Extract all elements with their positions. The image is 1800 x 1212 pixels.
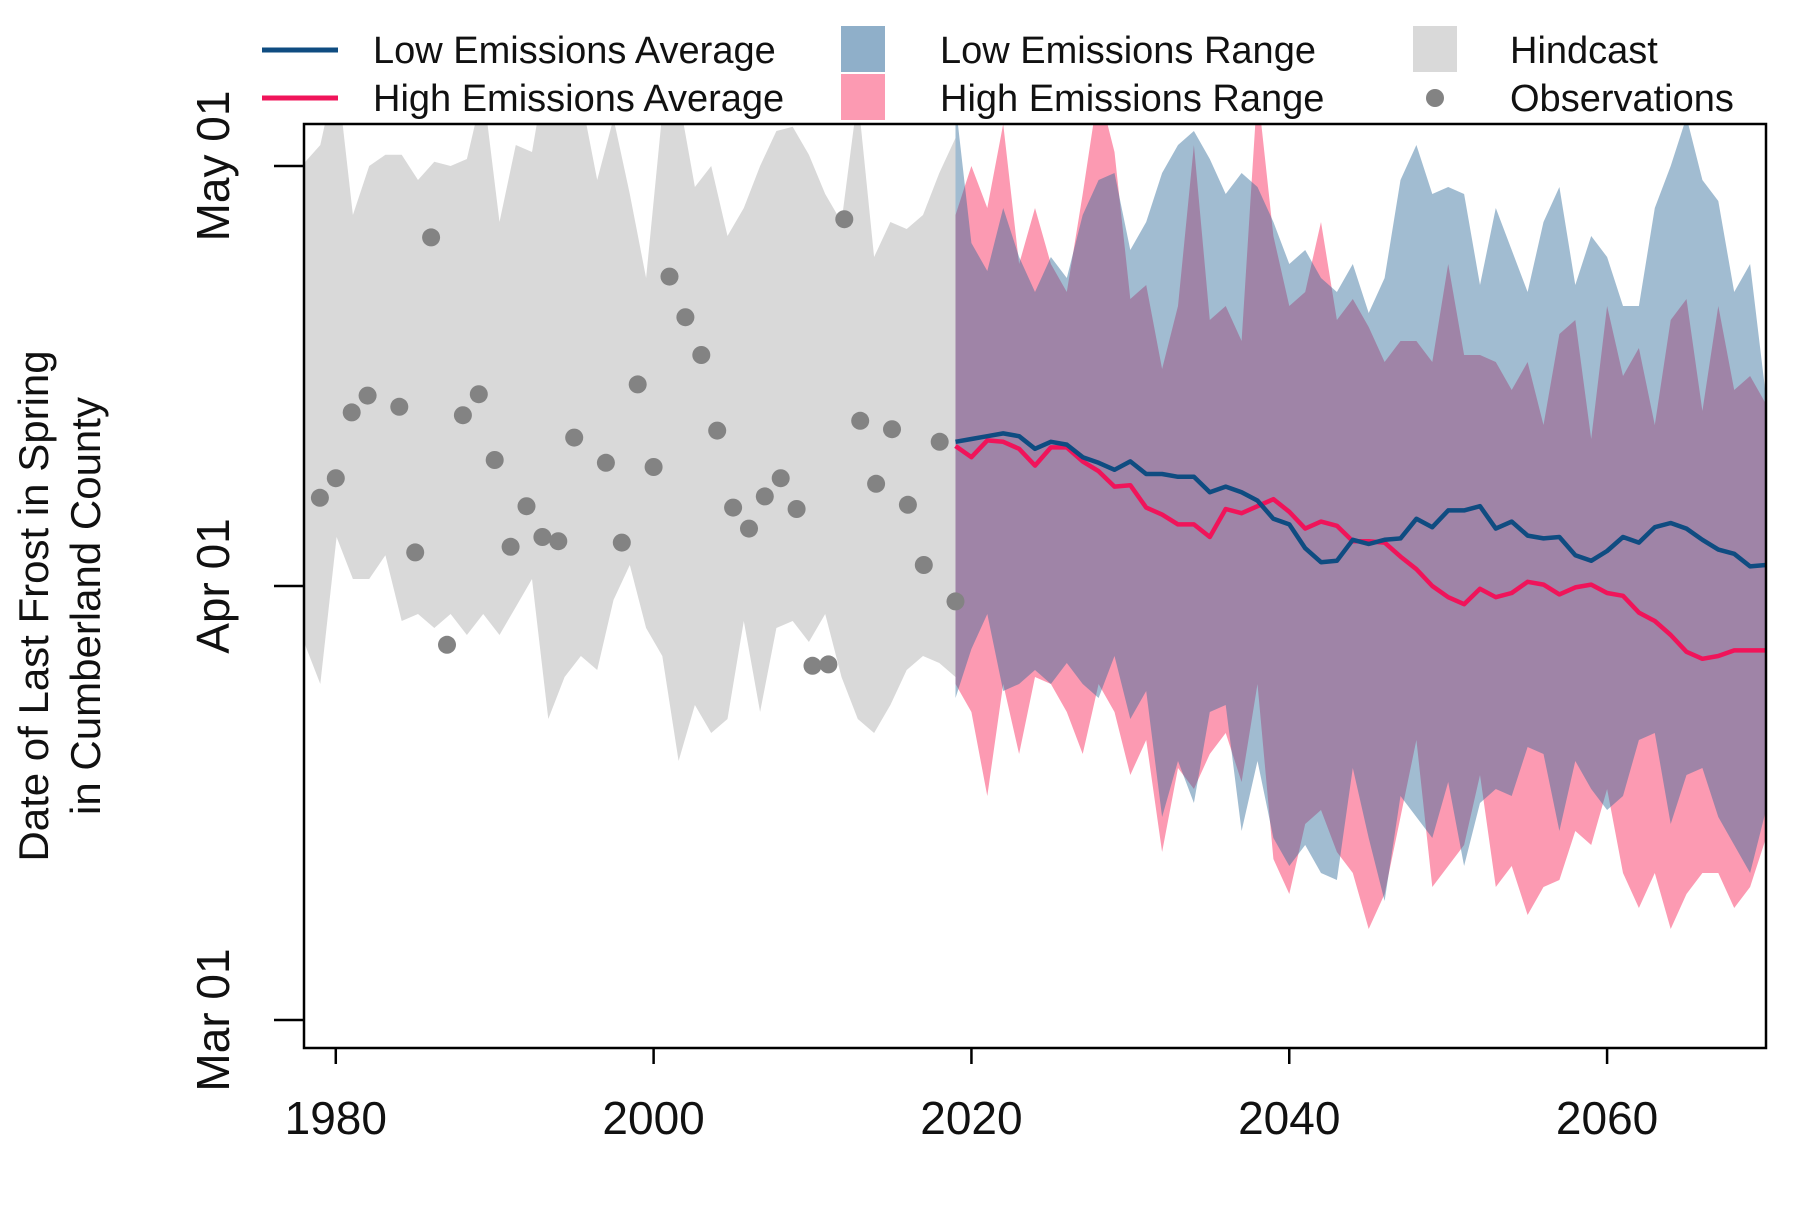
observation-point — [612, 533, 631, 552]
observation-point — [406, 543, 425, 562]
legend-label: High Emissions Average — [373, 78, 784, 120]
x-tick-label: 2040 — [1238, 1092, 1340, 1144]
observation-point — [724, 498, 743, 517]
observation-point — [946, 592, 965, 611]
range-areas — [304, 124, 1766, 929]
observation-point — [358, 386, 377, 405]
observation-point — [898, 495, 917, 514]
legend-item: Observations — [1426, 78, 1734, 120]
observation-point — [692, 346, 711, 364]
y-tick-label: Apr 01 — [187, 518, 239, 654]
legend-label: High Emissions Range — [940, 78, 1324, 120]
observation-point — [453, 406, 472, 425]
observation-points — [310, 210, 965, 675]
observation-point — [803, 656, 822, 675]
y-tick-label: Mar 01 — [187, 948, 239, 1091]
legend-item: High Emissions Average — [262, 78, 784, 120]
observation-point — [914, 556, 933, 574]
observation-point — [565, 428, 584, 447]
observation-point — [835, 210, 854, 229]
legend-label: Hindcast — [1510, 30, 1658, 72]
low-emissions-average-line — [955, 431, 1766, 569]
x-tick-label: 2060 — [1556, 1092, 1658, 1144]
observation-point — [533, 528, 552, 546]
legend-point-swatch — [1426, 89, 1444, 107]
observation-point — [708, 421, 727, 440]
legend-item: Low Emissions Range — [841, 26, 1316, 72]
observation-point — [438, 635, 456, 654]
observation-point — [501, 537, 520, 556]
observation-point — [867, 474, 886, 493]
observation-point — [755, 487, 774, 506]
observation-point — [740, 519, 758, 538]
y-tick-label: May 01 — [187, 91, 239, 242]
legend: Low Emissions Average High Emissions Aver… — [262, 26, 1734, 120]
legend-item: Low Emissions Average — [262, 30, 776, 72]
observation-point — [771, 469, 790, 488]
observation-point — [517, 497, 536, 516]
legend-box-swatch — [1413, 26, 1457, 72]
observation-point — [930, 432, 949, 451]
observation-point — [851, 411, 870, 430]
legend-label: Low Emissions Average — [373, 30, 776, 72]
observation-point — [660, 267, 679, 286]
legend-box-swatch — [841, 26, 885, 72]
high-emissions-range-area — [955, 124, 1766, 929]
observation-point — [819, 655, 838, 674]
observation-point — [596, 453, 615, 472]
observation-point — [676, 308, 695, 327]
y-axis-title-line: in Cumberland County — [62, 397, 109, 815]
observation-point — [469, 385, 488, 404]
observation-point — [644, 458, 663, 476]
observation-point — [422, 228, 441, 247]
legend-label: Low Emissions Range — [940, 30, 1316, 72]
observation-point — [390, 397, 409, 416]
axes: 1980 2000 2020 2040 2060 Mar 01 Apr 01 May 01 — [187, 91, 1768, 1144]
low-emissions-range-area — [955, 124, 1766, 901]
observation-point — [342, 403, 361, 422]
legend-item: High Emissions Range — [841, 74, 1324, 120]
legend-label: Observations — [1510, 78, 1734, 120]
observation-point — [485, 451, 504, 469]
observation-point — [787, 500, 806, 518]
observation-point — [326, 469, 345, 488]
hindcast-range-area — [304, 124, 956, 761]
legend-box-swatch — [841, 74, 885, 120]
x-tick-label: 2020 — [920, 1092, 1022, 1144]
legend-item: Hindcast — [1413, 26, 1658, 72]
observation-point — [628, 375, 647, 394]
observation-point — [883, 420, 901, 439]
x-tick-label: 1980 — [285, 1092, 387, 1144]
y-axis-title-line: Date of Last Frost in Spring — [10, 350, 57, 861]
average-lines — [954, 431, 1766, 662]
observation-point — [549, 532, 568, 551]
observation-point — [310, 488, 329, 507]
y-axis-title: Date of Last Frost in Spring in Cumberlan… — [10, 350, 109, 861]
x-tick-label: 2000 — [602, 1092, 704, 1144]
